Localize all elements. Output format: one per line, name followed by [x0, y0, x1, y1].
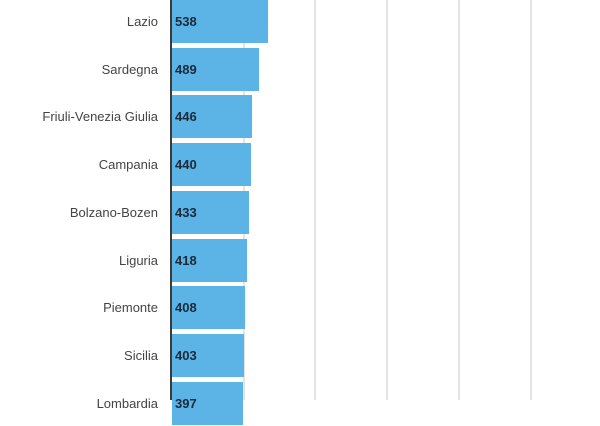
bar: 446 — [172, 95, 252, 139]
value-label: 433 — [175, 204, 197, 220]
bar: 538 — [172, 0, 268, 43]
category-label: Piemonte — [103, 300, 158, 316]
category-label: Friuli-Venezia Giulia — [42, 109, 158, 125]
bar: 418 — [172, 238, 247, 282]
category-label: Liguria — [118, 252, 158, 268]
value-label: 538 — [175, 14, 197, 29]
bar-row: Bolzano-Bozen 433 — [0, 190, 600, 235]
bar-row: Sicilia 403 — [0, 333, 600, 378]
category-label: Lazio — [126, 14, 158, 29]
bar-row: Piemonte 408 — [0, 286, 600, 330]
value-label: 403 — [175, 347, 197, 363]
category-label: Sardegna — [101, 61, 158, 77]
value-label: 489 — [175, 61, 197, 77]
bar-row: Liguria 418 — [0, 238, 600, 283]
value-label: 418 — [175, 252, 197, 268]
value-label: 397 — [175, 395, 197, 411]
gridline — [314, 0, 316, 400]
gridline — [530, 0, 532, 400]
category-label: Campania — [98, 157, 158, 173]
value-label: 440 — [175, 157, 197, 173]
value-label: 446 — [175, 109, 197, 125]
category-label: Lombardia — [96, 395, 158, 411]
bar-row: Sardegna 489 — [0, 47, 600, 92]
bar-row: Friuli-Venezia Giulia 446 — [0, 95, 600, 139]
bar: 433 — [172, 190, 250, 234]
bar: 440 — [172, 143, 251, 187]
bar-row: Lazio 538 — [0, 0, 600, 44]
bar-row: Lombardia 397 — [0, 381, 600, 426]
gridline — [458, 0, 460, 400]
value-label: 408 — [175, 300, 197, 316]
bar: 408 — [172, 286, 245, 330]
bar: 397 — [172, 381, 243, 425]
gridline — [386, 0, 388, 400]
category-label: Bolzano-Bozen — [69, 204, 158, 220]
category-label: Sicilia — [124, 347, 158, 363]
bar: 403 — [172, 333, 244, 377]
bar-row: Campania 440 — [0, 143, 600, 187]
bar: 489 — [172, 47, 260, 91]
y-axis-line — [170, 0, 172, 400]
